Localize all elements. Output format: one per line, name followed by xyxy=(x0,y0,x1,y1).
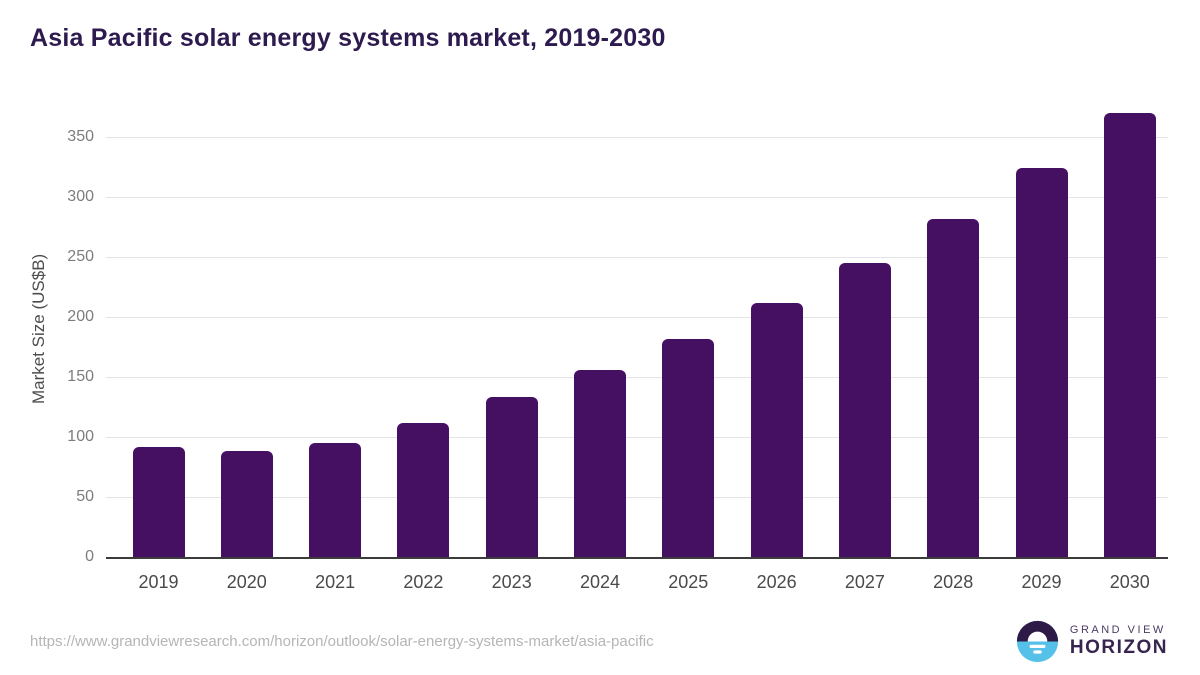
bar-2022 xyxy=(397,422,450,557)
gridline xyxy=(106,197,1168,198)
x-tick-label: 2020 xyxy=(226,572,267,592)
bar-2021 xyxy=(309,443,362,557)
y-tick-label: 0 xyxy=(85,548,94,565)
x-tick-label: 2025 xyxy=(668,572,709,592)
gridline xyxy=(106,257,1168,258)
y-tick-label: 200 xyxy=(67,308,94,325)
bar-2024 xyxy=(574,369,626,557)
x-tick-label: 2024 xyxy=(579,572,621,592)
bar-2030 xyxy=(1103,113,1156,557)
y-tick-label: 100 xyxy=(67,428,94,445)
gridline xyxy=(106,137,1168,138)
bar-2026 xyxy=(750,302,803,557)
y-tick-label: 50 xyxy=(76,488,94,505)
x-axis-line xyxy=(106,557,1168,559)
grand-view-horizon-logo: GRAND VIEW HORIZON xyxy=(1015,619,1168,664)
x-tick-label: 2026 xyxy=(756,572,797,592)
bar-2020 xyxy=(220,451,273,557)
logo-brand-name: GRAND VIEW xyxy=(1069,623,1166,636)
bar-2019 xyxy=(132,446,185,557)
x-tick-label: 2022 xyxy=(403,572,444,592)
gridline xyxy=(106,437,1168,438)
x-tick-label: 2028 xyxy=(933,572,974,592)
page-title: Asia Pacific solar energy systems market… xyxy=(30,24,666,52)
y-tick-label: 150 xyxy=(67,368,94,385)
bar-2029 xyxy=(1015,168,1068,557)
gridline xyxy=(106,377,1168,378)
horizon-sun-icon xyxy=(1015,619,1060,664)
x-tick-label: 2019 xyxy=(138,572,179,592)
gridline xyxy=(106,317,1168,318)
x-tick-label: 2029 xyxy=(1021,572,1062,592)
bar-2023 xyxy=(485,397,538,557)
bar-2028 xyxy=(927,218,980,557)
bar-2025 xyxy=(662,338,715,557)
y-tick-label: 350 xyxy=(67,128,94,145)
logo-product-name: HORIZON xyxy=(1069,636,1168,658)
bar-2027 xyxy=(838,263,891,557)
x-tick-label: 2030 xyxy=(1109,572,1150,592)
y-tick-label: 250 xyxy=(67,248,94,265)
footer: https://www.grandviewresearch.com/horizo… xyxy=(30,616,1168,666)
x-tick-label: 2021 xyxy=(315,572,356,592)
x-tick-label: 2027 xyxy=(844,572,885,592)
source-url: https://www.grandviewresearch.com/horizo… xyxy=(30,632,654,650)
y-axis-title: Market Size (US$B) xyxy=(29,253,48,404)
x-tick-label: 2023 xyxy=(491,572,532,592)
gridline xyxy=(106,497,1168,498)
logo-text: GRAND VIEW HORIZON xyxy=(1070,624,1168,659)
y-tick-label: 300 xyxy=(67,188,94,205)
plot-area: 0 50 100 150 200 250 300 350 2019 2020 2021 2022 202… xyxy=(67,100,1168,592)
